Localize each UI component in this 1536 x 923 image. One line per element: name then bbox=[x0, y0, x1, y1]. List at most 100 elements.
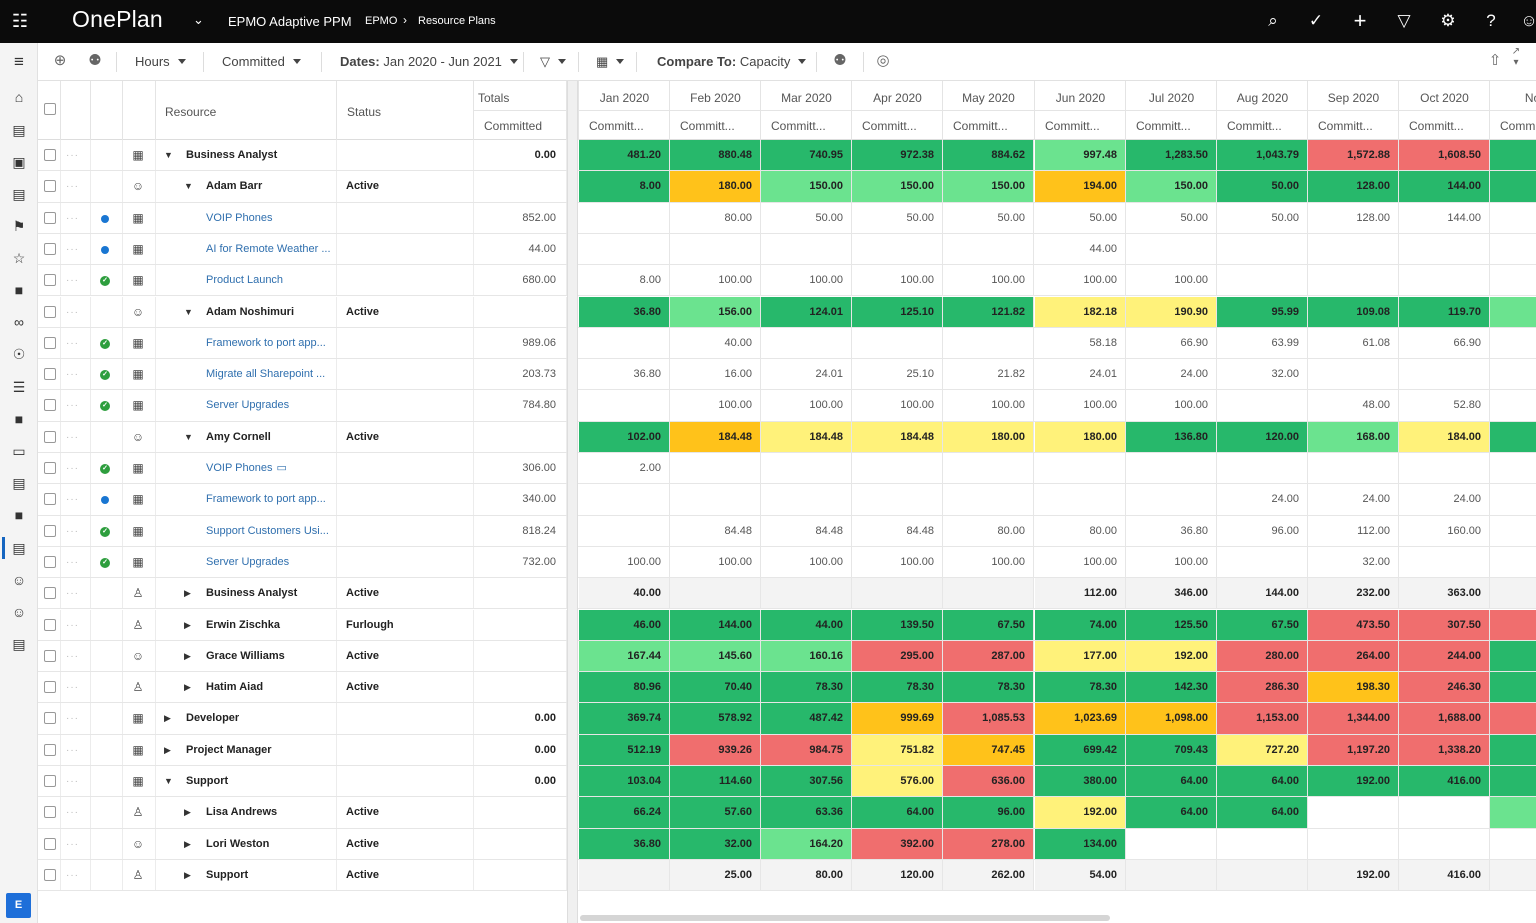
project-link[interactable]: Migrate all Sharepoint ... bbox=[206, 368, 326, 381]
lightbulb-icon[interactable]: ☉ bbox=[12, 346, 26, 362]
month-cell[interactable]: 50.00 bbox=[761, 202, 852, 233]
month-cell[interactable]: 278.00 bbox=[943, 828, 1034, 859]
resource-row[interactable]: ··· ☺ ▼ Amy Cornell Active 102.00 184.48 184.48… bbox=[38, 421, 1536, 453]
month-cell[interactable]: 78.30 bbox=[761, 672, 852, 703]
month-cell[interactable]: 194.00 bbox=[1035, 171, 1126, 202]
month-cell[interactable]: 125.50 bbox=[1126, 609, 1217, 640]
month-cell[interactable]: 50.00 bbox=[943, 202, 1034, 233]
month-cell[interactable]: 636.00 bbox=[943, 766, 1034, 797]
filter-icon[interactable]: ▽ bbox=[1397, 11, 1411, 30]
month-cell[interactable]: 984.75 bbox=[761, 734, 852, 765]
month-cell[interactable]: 1,085.53 bbox=[943, 703, 1034, 734]
month-cell[interactable]: 84.48 bbox=[761, 515, 852, 546]
month-cell[interactable] bbox=[761, 453, 852, 484]
month-cell[interactable]: 184.48 bbox=[670, 421, 761, 452]
month-cell[interactable]: 999.69 bbox=[852, 703, 943, 734]
avatar[interactable]: E bbox=[6, 893, 31, 918]
month-cell[interactable]: 114.60 bbox=[670, 766, 761, 797]
palette-icon[interactable]: ◎ bbox=[876, 52, 890, 69]
month-cell[interactable]: 487.42 bbox=[761, 703, 852, 734]
month-cell[interactable] bbox=[1490, 265, 1536, 295]
document-icon[interactable]: ☰ bbox=[12, 379, 26, 395]
month-cell[interactable]: 84.48 bbox=[670, 515, 761, 546]
month-cell[interactable] bbox=[1399, 828, 1490, 859]
month-cell[interactable]: 142.30 bbox=[1126, 672, 1217, 703]
dates-dropdown[interactable]: Dates: Jan 2020 - Jun 2021 bbox=[340, 54, 518, 69]
row-menu-icon[interactable]: ··· bbox=[66, 588, 79, 600]
month-cell[interactable]: 25.00 bbox=[670, 859, 761, 891]
column-header-totals-committed[interactable]: Committed bbox=[484, 119, 543, 133]
month-cell[interactable] bbox=[852, 453, 943, 484]
expand-caret-icon[interactable]: ▶ bbox=[184, 619, 191, 630]
month-cell[interactable]: 63.36 bbox=[761, 797, 852, 828]
row-checkbox[interactable] bbox=[44, 806, 56, 819]
resource-row[interactable]: ··· ♙ ▶ Hatim Aiad Active 80.96 70.40 78.30 78.3… bbox=[38, 672, 1536, 704]
month-cell[interactable] bbox=[1035, 453, 1126, 484]
month-cell[interactable]: 740.95 bbox=[761, 140, 852, 171]
assignment-row[interactable]: ··· ✓ ▦ VOIP Phones ▭ 306.00 2.00 bbox=[38, 453, 1536, 485]
month-cell[interactable]: 36.80 bbox=[579, 359, 670, 390]
column-header-resource[interactable]: Resource bbox=[165, 105, 217, 119]
month-cell[interactable]: 50.00 bbox=[1035, 202, 1126, 233]
month-cell[interactable]: 124.01 bbox=[761, 296, 852, 327]
month-cell[interactable] bbox=[1126, 484, 1217, 515]
month-cell[interactable]: 144.00 bbox=[1217, 578, 1308, 609]
month-cell[interactable]: 184.48 bbox=[761, 421, 852, 452]
month-cell[interactable]: 150.00 bbox=[852, 171, 943, 202]
flag-icon[interactable]: ⚑ bbox=[12, 218, 26, 234]
month-cell[interactable]: 100.00 bbox=[852, 265, 943, 296]
month-cell[interactable]: 25.10 bbox=[852, 359, 943, 390]
month-cell[interactable]: 32.00 bbox=[670, 828, 761, 859]
column-header-month[interactable]: Nov bbox=[1524, 91, 1536, 105]
month-cell[interactable] bbox=[1490, 766, 1536, 797]
month-cell[interactable]: 50.00 bbox=[852, 202, 943, 233]
assignment-row[interactable]: ··· ✓ ▦ Framework to port app... 989.06 40.00… bbox=[38, 327, 1536, 360]
month-cell[interactable]: 264.00 bbox=[1308, 640, 1399, 672]
row-menu-icon[interactable]: ··· bbox=[66, 556, 79, 568]
resource-row[interactable]: ··· ♙ ▶ Erwin Zischka Furlough 46.00 144.00 44.… bbox=[38, 609, 1536, 641]
resource-plan-icon[interactable]: ▤ bbox=[12, 540, 26, 556]
month-cell[interactable] bbox=[1126, 453, 1217, 484]
month-cell[interactable]: 100.00 bbox=[1035, 546, 1126, 578]
month-cell[interactable]: 884.62 bbox=[943, 140, 1034, 171]
month-cell[interactable]: 192.00 bbox=[1308, 859, 1399, 891]
plans-icon[interactable]: ▤ bbox=[12, 122, 26, 138]
breadcrumb-epmo[interactable]: EPMO bbox=[365, 15, 398, 27]
month-cell[interactable]: 144.00 bbox=[1399, 202, 1490, 233]
month-cell[interactable] bbox=[852, 233, 943, 265]
project-link[interactable]: AI for Remote Weather ... bbox=[206, 242, 331, 255]
month-cell[interactable]: 24.01 bbox=[761, 359, 852, 390]
month-cell[interactable] bbox=[943, 578, 1034, 609]
expand-caret-icon[interactable]: ▶ bbox=[184, 682, 191, 693]
month-cell[interactable]: 1,344.00 bbox=[1308, 703, 1399, 734]
month-cell[interactable]: 78.30 bbox=[852, 672, 943, 703]
row-menu-icon[interactable]: ··· bbox=[66, 744, 79, 756]
user-icon[interactable]: ☺ bbox=[1520, 11, 1536, 30]
row-checkbox[interactable] bbox=[44, 868, 56, 881]
month-cell[interactable]: 182.18 bbox=[1035, 296, 1126, 327]
collapse-caret-icon[interactable]: ▼ bbox=[184, 306, 193, 317]
gear-icon[interactable]: ⚙ bbox=[1440, 11, 1456, 30]
resource-row[interactable]: ··· ♙ ▶ Support Active 25.00 80.00 120.00 262.00… bbox=[38, 859, 1536, 892]
row-checkbox[interactable] bbox=[44, 430, 56, 443]
month-cell[interactable]: 1,572.88 bbox=[1308, 140, 1399, 171]
month-cell[interactable]: 58.18 bbox=[1035, 327, 1126, 359]
month-cell[interactable]: 100.00 bbox=[852, 390, 943, 421]
month-cell[interactable] bbox=[852, 327, 943, 359]
column-header-month-sub[interactable]: Committ... bbox=[862, 119, 917, 133]
view-dropdown[interactable]: ▦ bbox=[596, 54, 625, 70]
month-cell[interactable]: 190.90 bbox=[1126, 296, 1217, 327]
month-cell[interactable]: 112.00 bbox=[1035, 578, 1126, 609]
month-cell[interactable]: 8.00 bbox=[579, 265, 670, 296]
column-header-month-sub[interactable]: Committ... bbox=[1409, 119, 1464, 133]
month-cell[interactable] bbox=[943, 484, 1034, 515]
column-header-status[interactable]: Status bbox=[347, 105, 382, 119]
star-icon[interactable]: ☆ bbox=[12, 250, 26, 266]
month-cell[interactable]: 100.00 bbox=[761, 265, 852, 296]
month-cell[interactable]: 727.20 bbox=[1217, 734, 1308, 765]
month-cell[interactable]: 66.90 bbox=[1126, 327, 1217, 359]
month-cell[interactable] bbox=[1217, 828, 1308, 859]
month-cell[interactable]: 150.00 bbox=[943, 171, 1034, 202]
month-cell[interactable] bbox=[1308, 359, 1399, 390]
month-cell[interactable]: 95.99 bbox=[1217, 296, 1308, 327]
